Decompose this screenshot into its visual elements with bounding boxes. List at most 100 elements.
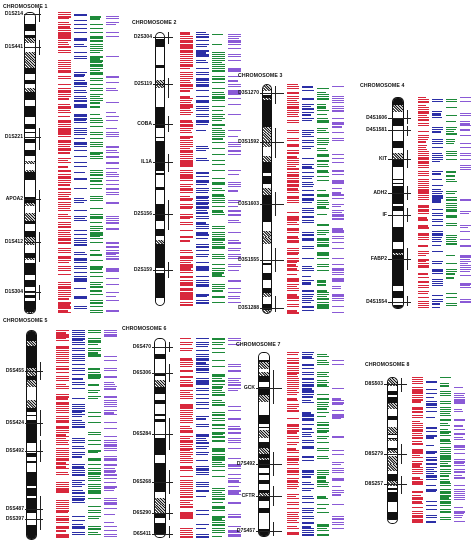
chromosome-band	[388, 486, 397, 488]
allele-tick	[104, 450, 117, 451]
allele-tick	[287, 310, 297, 312]
allele-tick	[196, 202, 209, 204]
allele-tick	[426, 463, 437, 465]
allele-tick	[180, 530, 192, 531]
marker-label: D5S487	[5, 506, 24, 512]
allele-tick	[106, 192, 119, 193]
allele-tick	[212, 464, 225, 465]
allele-tick	[212, 424, 225, 426]
allele-tick	[196, 190, 209, 191]
allele-tick	[212, 268, 225, 269]
allele-tick	[90, 80, 103, 81]
allele-tick	[104, 474, 117, 476]
allele-tick	[287, 216, 299, 218]
chromosome-band	[156, 214, 164, 221]
allele-tick	[332, 312, 344, 313]
allele-tick	[180, 42, 193, 43]
allele-tick	[446, 159, 457, 160]
allele-tick	[212, 476, 225, 477]
allele-tick	[426, 501, 437, 502]
allele-tick	[446, 171, 456, 173]
allele-tick	[212, 94, 225, 95]
allele-tick	[287, 498, 299, 499]
chromosome-band	[259, 475, 269, 480]
allele-tick	[302, 136, 314, 137]
allele-tick	[90, 28, 103, 29]
allele-tick	[317, 408, 327, 410]
allele-tick	[196, 218, 209, 219]
allele-tick	[418, 115, 427, 116]
chromosome-band	[27, 516, 36, 520]
marker-leader	[260, 308, 284, 309]
chromosome-band	[156, 298, 164, 305]
allele-tick	[302, 388, 312, 390]
allele-tick	[446, 209, 457, 211]
allele-tick	[212, 394, 225, 396]
allele-tick	[212, 54, 225, 55]
allele-tick	[74, 120, 86, 121]
allele-tick	[287, 186, 299, 187]
allele-tick	[56, 508, 69, 509]
allele-tick	[74, 166, 87, 167]
allele-tick	[332, 154, 344, 155]
allele-tick	[56, 432, 69, 433]
allele-tick	[287, 120, 299, 121]
allele-tick	[196, 234, 209, 236]
allele-tick	[56, 338, 66, 339]
chromosome-band	[155, 449, 165, 455]
chromosome-band	[388, 386, 397, 391]
allele-tick	[440, 377, 451, 378]
allele-tick	[196, 176, 209, 177]
allele-tick	[56, 462, 66, 464]
allele-tick	[58, 142, 71, 143]
allele-column	[106, 12, 119, 314]
allele-tick	[74, 98, 87, 99]
allele-tick	[228, 428, 241, 430]
allele-tick	[104, 376, 117, 378]
allele-tick	[104, 488, 115, 489]
allele-tick	[418, 147, 426, 148]
allele-tick	[454, 465, 465, 466]
allele-tick	[332, 174, 344, 175]
allele-tick	[180, 196, 190, 197]
allele-tick	[287, 478, 299, 479]
allele-tick	[302, 532, 314, 533]
chromosome-band	[25, 52, 35, 60]
allele-tick	[180, 536, 193, 538]
allele-tick	[460, 261, 471, 262]
allele-tick	[460, 211, 471, 212]
allele-tick	[106, 242, 119, 244]
allele-tick	[196, 40, 209, 41]
allele-tick	[106, 32, 119, 33]
allele-tick	[180, 172, 193, 173]
allele-tick	[426, 427, 437, 429]
allele-tick	[317, 430, 329, 432]
allele-tick	[56, 520, 69, 521]
chromosome-band	[155, 489, 165, 492]
allele-tick	[228, 366, 241, 367]
allele-tick	[317, 120, 329, 122]
allele-tick	[106, 296, 116, 297]
allele-tick	[58, 34, 71, 36]
allele-tick	[180, 452, 193, 453]
chromosome-band	[25, 269, 35, 271]
allele-tick	[302, 164, 314, 165]
allele-tick	[432, 279, 443, 280]
allele-tick	[454, 463, 464, 464]
allele-tick	[418, 153, 429, 154]
chromosome-band	[263, 237, 271, 244]
allele-tick	[426, 407, 437, 408]
allele-tick	[196, 212, 208, 214]
allele-tick	[412, 483, 423, 485]
allele-tick	[302, 354, 313, 355]
allele-tick	[287, 188, 298, 190]
allele-tick	[418, 253, 429, 254]
allele-tick	[317, 528, 327, 529]
allele-tick	[90, 242, 103, 243]
allele-tick	[228, 364, 241, 365]
allele-tick	[104, 336, 117, 337]
allele-tick	[180, 364, 193, 365]
allele-tick	[196, 62, 208, 63]
allele-tick	[418, 189, 429, 191]
allele-tick	[196, 484, 209, 485]
